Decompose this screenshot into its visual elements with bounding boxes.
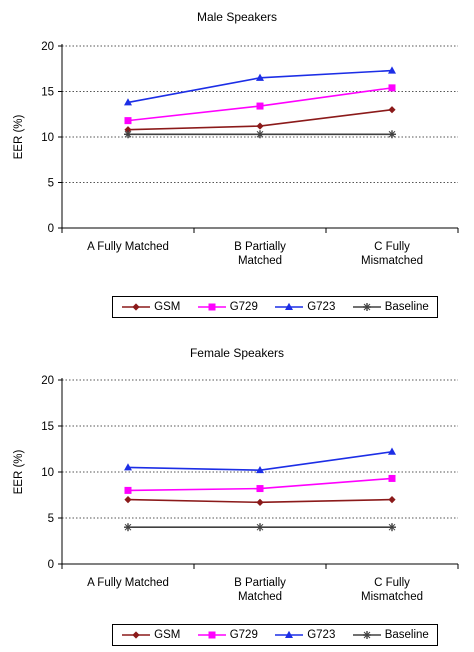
series-gsm-point	[256, 122, 264, 130]
legend-label: G729	[229, 629, 258, 641]
legend-item-baseline: Baseline	[352, 629, 429, 641]
legend-swatch-marker	[362, 631, 371, 639]
y-tick-label: 20	[41, 41, 54, 53]
x-tick-label: B Partially Matched	[234, 241, 286, 267]
female-speakers-chart: Female Speakers 0 5 10 15 20 A Fully Matched B…	[0, 336, 474, 652]
series-baseline-point	[256, 523, 264, 532]
series-g729-point	[388, 474, 396, 482]
g723-line-swatch-icon	[275, 302, 304, 310]
g723-line-swatch-icon	[275, 630, 304, 638]
legend-label: GSM	[154, 629, 181, 641]
series-gsm-point	[256, 498, 264, 506]
legend-swatch-marker	[362, 303, 371, 311]
y-tick-label: 10	[41, 467, 54, 479]
series-gsm-point	[124, 496, 132, 504]
legend-item-g723: G723	[274, 301, 335, 313]
gsm-line-swatch-icon	[122, 303, 151, 311]
x-tick-label: C Fully Mismatched	[361, 241, 423, 267]
y-axis-label: EER (%)	[13, 114, 25, 159]
series-baseline-point	[124, 130, 132, 139]
legend-label: G723	[307, 629, 336, 641]
legend-swatch-marker	[132, 303, 140, 311]
gsm-line-swatch-icon	[122, 631, 151, 639]
y-tick-label: 0	[48, 223, 54, 235]
legend-item-g729: G729	[197, 629, 258, 641]
chart-title: Male Speakers	[196, 10, 278, 24]
chart-plot: 0 5 10 15 20 A Fully Matched B Partially Matche…	[13, 41, 459, 267]
legend-swatch-marker	[208, 303, 216, 311]
x-tick-label: B Partially Matched	[234, 577, 286, 603]
y-tick-label: 5	[48, 513, 54, 525]
series-g729-point	[124, 117, 132, 125]
baseline-line-swatch-icon	[352, 303, 381, 311]
legend-label: G723	[307, 301, 336, 313]
series-g729-point	[256, 485, 264, 493]
legend-item-gsm: GSM	[121, 629, 180, 641]
chart-legend: GSM G729 G723 Baseline	[112, 624, 438, 646]
legend-label: G729	[229, 301, 258, 313]
legend-item-gsm: GSM	[121, 301, 180, 313]
series-g729-point	[388, 84, 396, 92]
legend-swatch-marker	[208, 631, 216, 639]
series-baseline-point	[256, 130, 264, 139]
series-baseline-point	[388, 130, 396, 139]
series-g723-point	[124, 463, 132, 471]
y-tick-label: 5	[48, 178, 54, 190]
series-g723-point	[256, 73, 264, 81]
legend-label: Baseline	[384, 629, 429, 641]
male-speakers-chart: Male Speakers 0 5 10 15 20 A Fully Matched B P…	[0, 0, 474, 325]
g729-line-swatch-icon	[197, 303, 226, 311]
legend-label: Baseline	[384, 301, 429, 313]
legend-item-baseline: Baseline	[352, 301, 429, 313]
series-baseline-point	[388, 523, 396, 532]
x-tick-label: A Fully Matched	[87, 577, 169, 589]
y-tick-label: 15	[41, 421, 54, 433]
series-g729-point	[256, 102, 264, 110]
series-g723-point	[388, 66, 396, 74]
chart-legend: GSM G729 G723 Baseline	[112, 296, 438, 318]
y-tick-label: 15	[41, 87, 54, 99]
series-gsm-point	[388, 106, 396, 114]
legend-item-g723: G723	[274, 629, 335, 641]
x-tick-label: A Fully Matched	[87, 241, 169, 253]
series-g723-point	[388, 447, 396, 455]
series-gsm-point	[388, 496, 396, 504]
chart-plot: 0 5 10 15 20 A Fully Matched B Partially Matche…	[13, 375, 459, 603]
y-tick-label: 0	[48, 559, 54, 571]
legend-swatch-marker	[285, 630, 294, 638]
series-gsm-point	[124, 126, 132, 134]
baseline-line-swatch-icon	[352, 631, 381, 639]
series-g723-point	[124, 98, 132, 106]
legend-label: GSM	[154, 301, 181, 313]
g729-line-swatch-icon	[197, 631, 226, 639]
y-axis-label: EER (%)	[13, 449, 25, 494]
legend-swatch-marker	[285, 302, 294, 310]
legend-swatch-marker	[132, 631, 140, 639]
x-tick-label: C Fully Mismatched	[361, 577, 423, 603]
chart-title: Female Speakers	[189, 346, 285, 360]
legend-item-g729: G729	[197, 301, 258, 313]
series-g729-point	[124, 486, 132, 494]
y-tick-label: 20	[41, 375, 54, 387]
y-tick-label: 10	[41, 132, 54, 144]
series-g723-point	[256, 465, 264, 474]
series-baseline-point	[124, 523, 132, 532]
